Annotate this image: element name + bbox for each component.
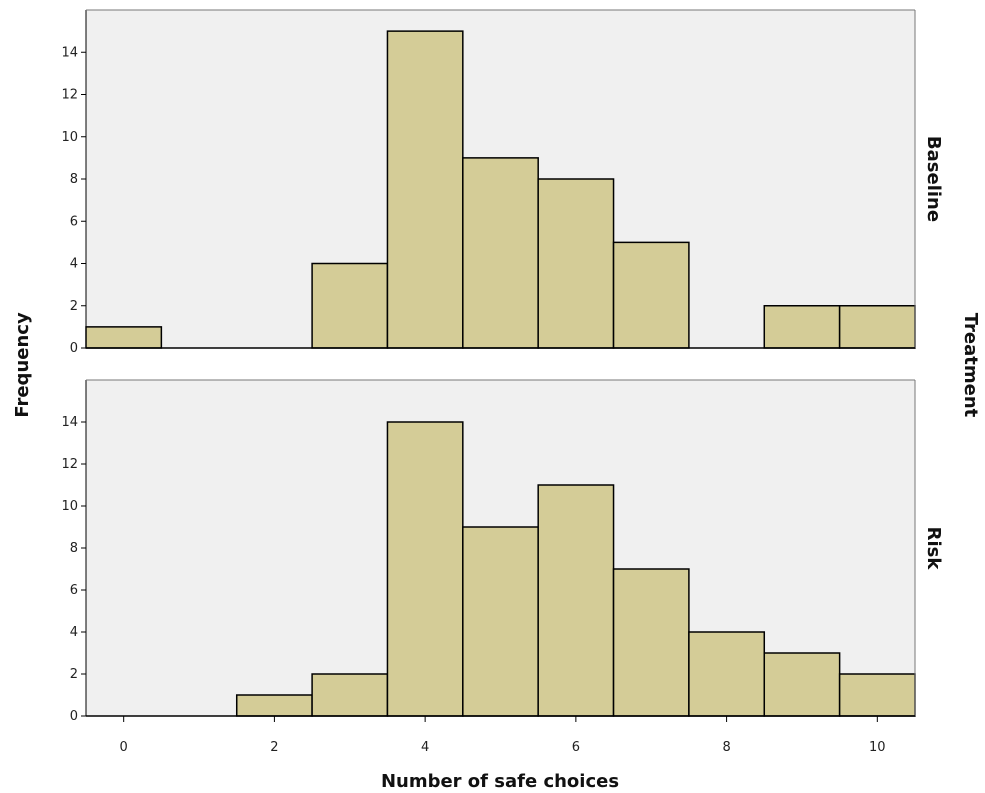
x-axis-title: Number of safe choices bbox=[381, 771, 619, 792]
x-tick-label: 10 bbox=[869, 740, 886, 755]
y-axis-title: Frequency bbox=[12, 312, 33, 418]
bar-risk-4 bbox=[386, 421, 464, 717]
x-tick-label: 6 bbox=[572, 740, 580, 755]
x-tick-label: 2 bbox=[270, 740, 278, 755]
bar-risk-10 bbox=[838, 673, 916, 717]
bar-risk-3 bbox=[311, 673, 389, 717]
y-tick-label: 10 bbox=[61, 130, 78, 145]
bar-baseline-9 bbox=[763, 305, 841, 349]
y-tick-label: 4 bbox=[70, 257, 78, 272]
x-tick-label: 4 bbox=[421, 740, 429, 755]
panel-label-risk: Risk bbox=[923, 527, 944, 571]
y-tick-label: 4 bbox=[70, 625, 78, 640]
y-tick-label: 2 bbox=[70, 299, 78, 314]
x-tick-label: 0 bbox=[120, 740, 128, 755]
x-tick-label: 8 bbox=[722, 740, 730, 755]
bar-baseline-4 bbox=[386, 30, 464, 349]
x-axis: 0 2 4 6 8 10 bbox=[120, 716, 886, 755]
bar-risk-8 bbox=[688, 631, 766, 717]
bar-risk-9 bbox=[763, 652, 841, 717]
bar-risk-2 bbox=[235, 694, 313, 717]
y-tick-label: 12 bbox=[61, 457, 78, 472]
y-tick-label: 6 bbox=[70, 214, 78, 229]
bar-risk-5 bbox=[462, 526, 539, 717]
y-tick-label: 14 bbox=[61, 45, 78, 60]
bar-risk-6 bbox=[537, 484, 615, 717]
y-tick-label: 6 bbox=[70, 583, 78, 598]
panel-risk: 0 2 4 6 8 10 12 14 Risk bbox=[61, 379, 944, 724]
y-tick-label: 8 bbox=[70, 172, 78, 187]
bar-baseline-10 bbox=[838, 305, 916, 349]
bar-risk-7 bbox=[612, 568, 690, 717]
bar-baseline-3 bbox=[311, 262, 389, 349]
panel-baseline: 0 2 4 6 8 10 12 14 Baseline bbox=[61, 9, 944, 356]
bar-baseline-6 bbox=[537, 178, 615, 349]
y-tick-label: 0 bbox=[70, 341, 78, 356]
y-tick-label: 8 bbox=[70, 541, 78, 556]
bar-baseline-7 bbox=[612, 241, 690, 349]
bar-baseline-5 bbox=[462, 157, 539, 349]
panel-label-baseline: Baseline bbox=[923, 136, 944, 222]
y-tick-label: 10 bbox=[61, 499, 78, 514]
y-tick-label: 0 bbox=[70, 709, 78, 724]
bar-baseline-0 bbox=[85, 326, 163, 349]
facet-title: Treatment bbox=[960, 313, 981, 418]
y-tick-label: 12 bbox=[61, 88, 78, 103]
y-tick-label: 2 bbox=[70, 667, 78, 682]
y-tick-label: 14 bbox=[61, 415, 78, 430]
